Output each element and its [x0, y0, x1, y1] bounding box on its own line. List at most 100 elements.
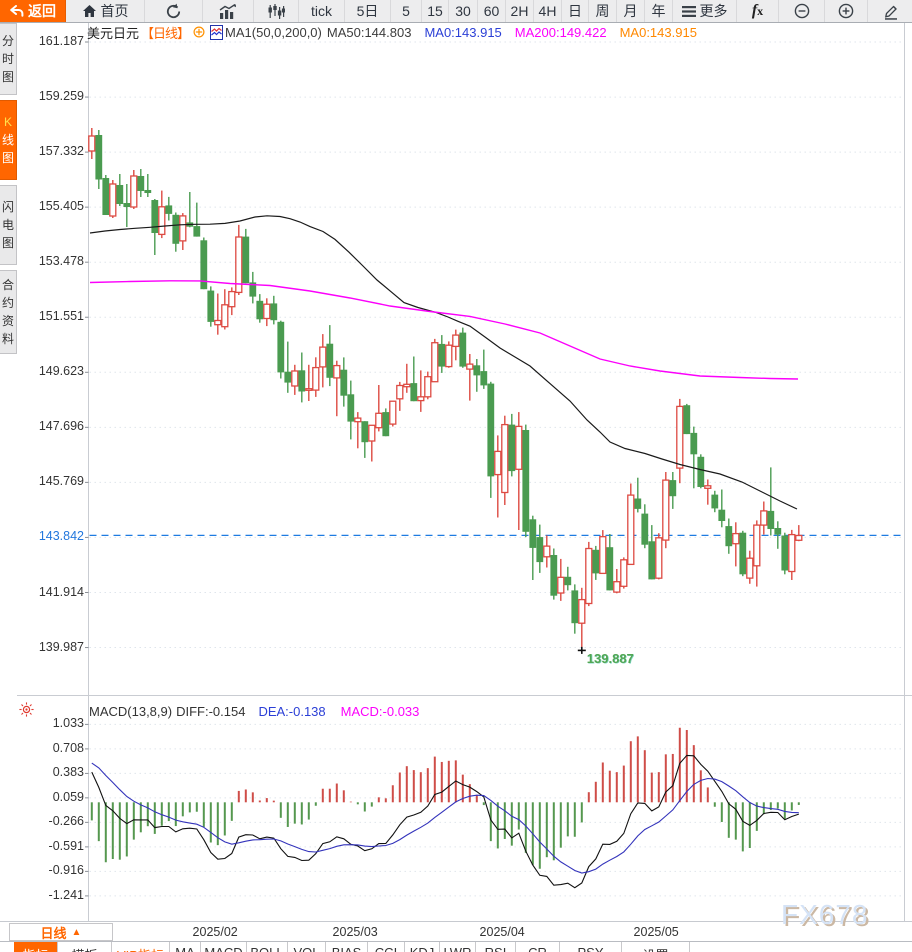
price-axis-label: 147.696 [38, 419, 84, 434]
home-button[interactable]: 首页 [66, 0, 145, 22]
price-axis-label: 153.478 [38, 254, 84, 269]
candle-body-down [116, 184, 124, 205]
candle-body-up [389, 400, 397, 425]
interval-week-button[interactable]: 周 [589, 0, 617, 22]
candle-body-up [214, 319, 222, 326]
indicator-tab-指标[interactable]: 指标 [14, 942, 58, 952]
formula-button[interactable]: fx [737, 0, 779, 22]
refresh-icon [166, 3, 181, 18]
zoom-in-icon [838, 3, 854, 19]
indicator-tab-PSY[interactable]: PSY [560, 942, 622, 952]
candle-body-up [319, 346, 327, 368]
interval-15min-button[interactable]: 15 [422, 0, 449, 22]
macd-axis-label: 1.033 [52, 716, 84, 731]
indicator-tab-BIAS[interactable]: BIAS [326, 942, 368, 952]
price-axis-label: 143.842 [38, 529, 84, 544]
candle-body-down [718, 509, 726, 522]
candle-body-up [431, 342, 439, 383]
indicator-tab-设置[interactable]: 设置 [622, 942, 690, 952]
candle-body-up [662, 479, 670, 541]
indicator-settings-sun-icon[interactable] [19, 702, 34, 717]
indicator-tabs: 指标模板VIP指标MAMACDBOLLVOLBIASCCIKDJLWRRSICR… [0, 941, 912, 952]
macd-axis-label: -0.266 [48, 814, 84, 829]
candle-body-down [529, 519, 537, 548]
candle-body-down [438, 343, 446, 367]
candle-body-up [704, 485, 712, 489]
zoom-out-button[interactable] [779, 0, 825, 22]
draw-button[interactable] [868, 0, 912, 22]
candle-body-down [669, 480, 677, 497]
candle-body-down [641, 513, 649, 545]
period-selector[interactable]: 日线 ▲ [9, 923, 113, 941]
candle-body-down [634, 498, 642, 509]
candle-body-down [550, 554, 558, 596]
candle-body-up [515, 425, 523, 470]
candle-body-up [263, 303, 271, 320]
candle-body-up [655, 537, 663, 579]
x-axis-row: 日线 ▲ 2025/02 2025/03 2025/04 2025/05 [0, 921, 912, 941]
interval-year-button[interactable]: 年 [645, 0, 673, 22]
candle-body-down [480, 371, 488, 386]
macd-dif-line [91, 754, 799, 889]
candle-body-up [732, 532, 740, 545]
indicator-tab-VOL[interactable]: VOL [288, 942, 326, 952]
candle-body-up [228, 290, 236, 308]
candle-body-down [326, 343, 334, 378]
indicator-tab-KDJ[interactable]: KDJ [405, 942, 440, 952]
indicator-tab-LWR[interactable]: LWR [440, 942, 476, 952]
back-button[interactable]: 返回 [0, 0, 66, 22]
candle-body-down [207, 290, 215, 322]
candle-chart-button[interactable] [254, 0, 299, 22]
macd-macd-value: MACD:-0.033 [340, 703, 420, 719]
interval-60min-button[interactable]: 60 [478, 0, 506, 22]
indicator-tab-VIP指标[interactable]: VIP指标 [112, 942, 170, 952]
ma0-blue-value: MA0:143.915 [424, 24, 502, 40]
indicator-tab-CCI[interactable]: CCI [368, 942, 405, 952]
candle-body-down [284, 371, 292, 383]
refresh-button[interactable] [145, 0, 203, 22]
candle-body-up [291, 370, 299, 387]
candle-body-up [466, 363, 474, 370]
interval-month-button[interactable]: 月 [617, 0, 645, 22]
candle-body-up [795, 534, 803, 541]
price-axis-label: 157.332 [38, 144, 84, 159]
zoom-in-button[interactable] [825, 0, 868, 22]
interval-4h-button[interactable]: 4H [534, 0, 562, 22]
interval-day-button[interactable]: 日 [562, 0, 589, 22]
more-button[interactable]: 更多 [673, 0, 737, 22]
home-icon [82, 5, 96, 17]
sidebar-tab-1[interactable]: 分时图 [0, 23, 17, 95]
interval-tick-button[interactable]: tick [299, 0, 345, 22]
interval-5min-button[interactable]: 5 [391, 0, 422, 22]
line-chart-button[interactable] [203, 0, 254, 22]
indicator-tab-MA[interactable]: MA [170, 942, 201, 952]
edit-pencil-icon [884, 5, 897, 20]
month-label: 2025/04 [479, 925, 525, 939]
indicator-tab-RSI[interactable]: RSI [476, 942, 516, 952]
candle-body-up [557, 576, 565, 594]
candle-body-down [592, 549, 600, 574]
add-indicator-icon[interactable] [193, 26, 205, 38]
sidebar-tab-3[interactable]: 闪电图 [0, 185, 17, 265]
indicator-tab-CR[interactable]: CR [516, 942, 560, 952]
sidebar-tab-4[interactable]: 合约资料 [0, 270, 17, 354]
candle-body-down [683, 405, 691, 435]
interval-30min-button[interactable]: 30 [449, 0, 478, 22]
candle-body-down [102, 177, 110, 216]
indicator-tab-模板[interactable]: 模板 [58, 942, 112, 952]
interval-2h-button[interactable]: 2H [506, 0, 534, 22]
top-toolbar: 返回 首页 tick 5日 5 15 30 60 2H 4H 日 周 月 年 更… [0, 0, 912, 23]
indicator-tab-BOLL[interactable]: BOLL [247, 942, 288, 952]
symbol-name: 美元日元 [87, 25, 140, 41]
candle-body-down [361, 421, 369, 443]
kline-mini-icon [210, 24, 224, 40]
indicator-tab-MACD[interactable]: MACD [201, 942, 247, 952]
candle-body-down [151, 200, 159, 234]
interval-5day-button[interactable]: 5日 [345, 0, 391, 22]
candle-body-up [368, 424, 376, 442]
candle-body-up [501, 423, 509, 494]
month-label: 2025/02 [192, 925, 238, 939]
candle-body-down [410, 383, 418, 402]
